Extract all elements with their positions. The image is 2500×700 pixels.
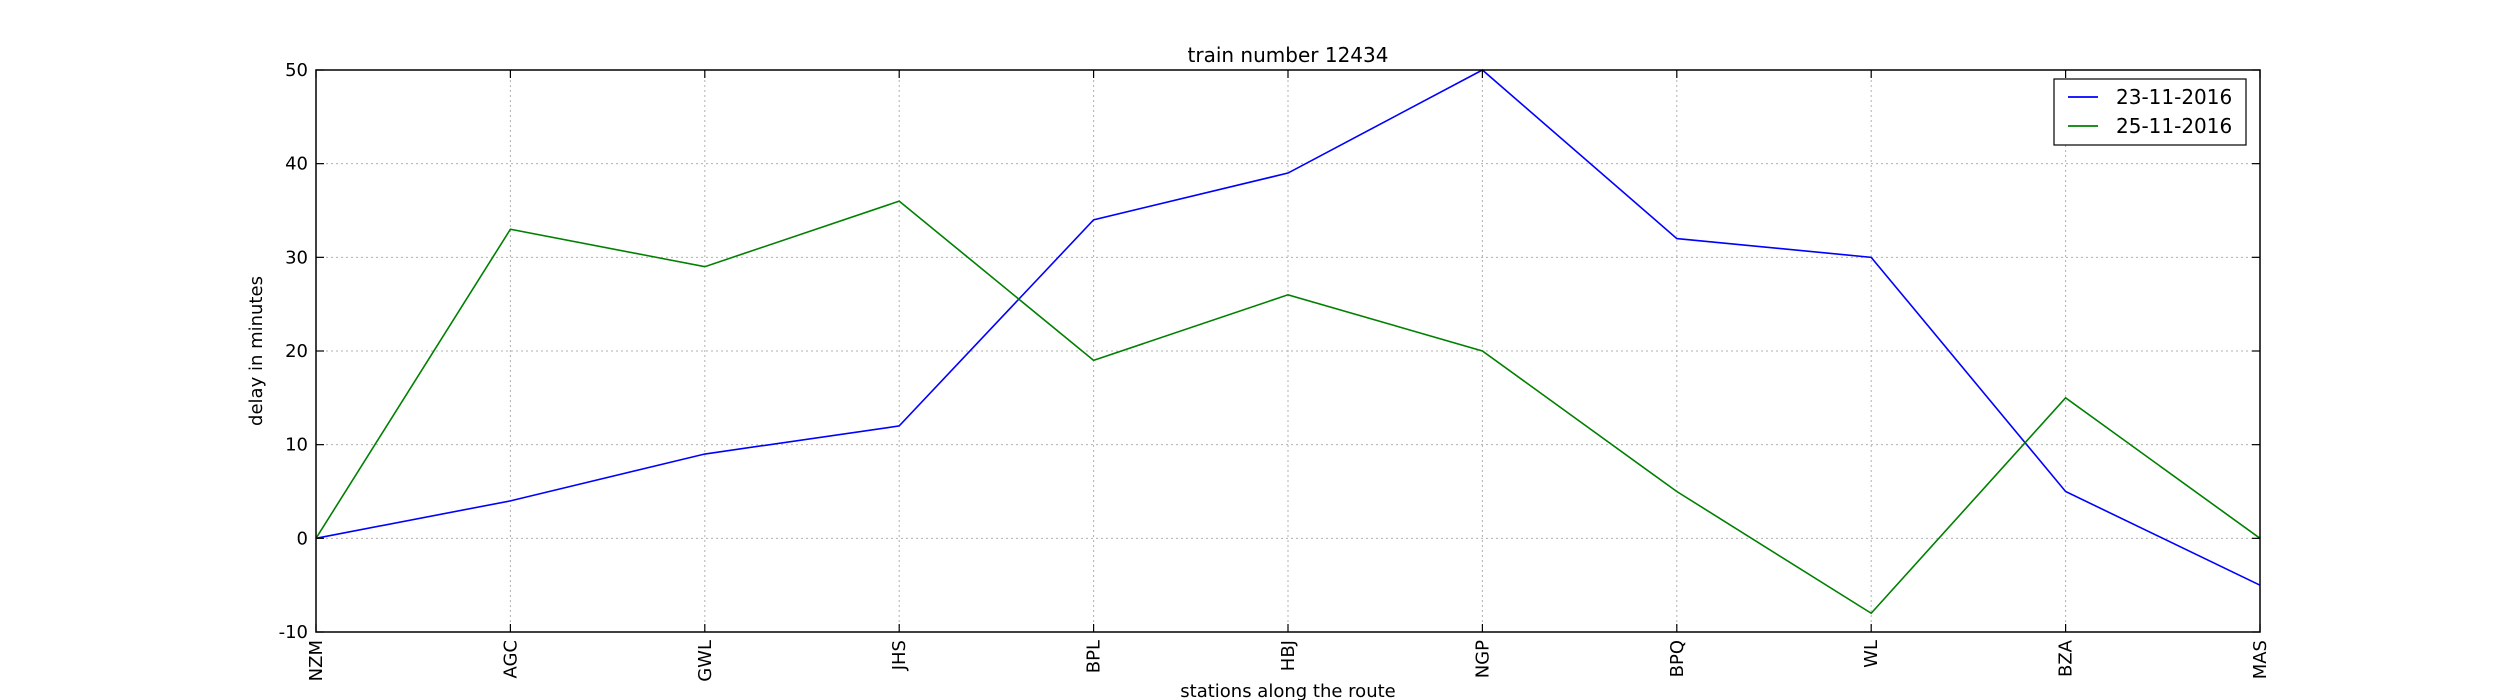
series-line-25-11-2016 bbox=[315, 200, 2261, 615]
x-tick-label: NGP bbox=[1472, 640, 1493, 678]
y-tick-label: 0 bbox=[297, 528, 308, 549]
series-layer bbox=[315, 69, 2261, 615]
chart-title: train number 12434 bbox=[1188, 43, 1389, 67]
series-line-23-11-2016 bbox=[315, 69, 2261, 586]
legend-entry-label: 23-11-2016 bbox=[2116, 85, 2232, 109]
y-axis-label: delay in minutes bbox=[246, 276, 267, 426]
y-tick-label: 50 bbox=[285, 60, 308, 81]
y-axis-ticks: -10 0 10 20 30 40 50 bbox=[279, 60, 2260, 643]
x-tick-label: BPL bbox=[1084, 640, 1105, 673]
x-tick-label: GWL bbox=[695, 640, 716, 682]
x-tick-label: HBJ bbox=[1278, 640, 1299, 671]
y-tick-label: 20 bbox=[285, 341, 308, 362]
legend: 23-11-2016 25-11-2016 bbox=[2053, 78, 2247, 146]
grid-layer bbox=[316, 70, 2260, 632]
x-tick-label: BPQ bbox=[1667, 640, 1688, 677]
x-tick-label: BZA bbox=[2056, 639, 2077, 677]
y-tick-label: 40 bbox=[285, 154, 308, 175]
y-tick-label: 10 bbox=[285, 435, 308, 456]
y-tick-label: 30 bbox=[285, 247, 308, 268]
x-axis-label: stations along the route bbox=[1180, 681, 1395, 700]
y-tick-label: -10 bbox=[279, 622, 308, 643]
x-tick-label: MAS bbox=[2250, 640, 2271, 679]
x-tick-label: NZM bbox=[306, 640, 327, 681]
x-axis-ticks: NZM AGC GWL JHS BPL HBJ NGP BPQ WL BZA MAS bbox=[306, 70, 2271, 682]
x-tick-label: AGC bbox=[500, 640, 521, 679]
x-tick-label: WL bbox=[1861, 640, 1882, 668]
legend-box bbox=[2053, 78, 2247, 146]
legend-entry-label: 25-11-2016 bbox=[2116, 114, 2232, 138]
x-tick-label: JHS bbox=[889, 640, 910, 671]
